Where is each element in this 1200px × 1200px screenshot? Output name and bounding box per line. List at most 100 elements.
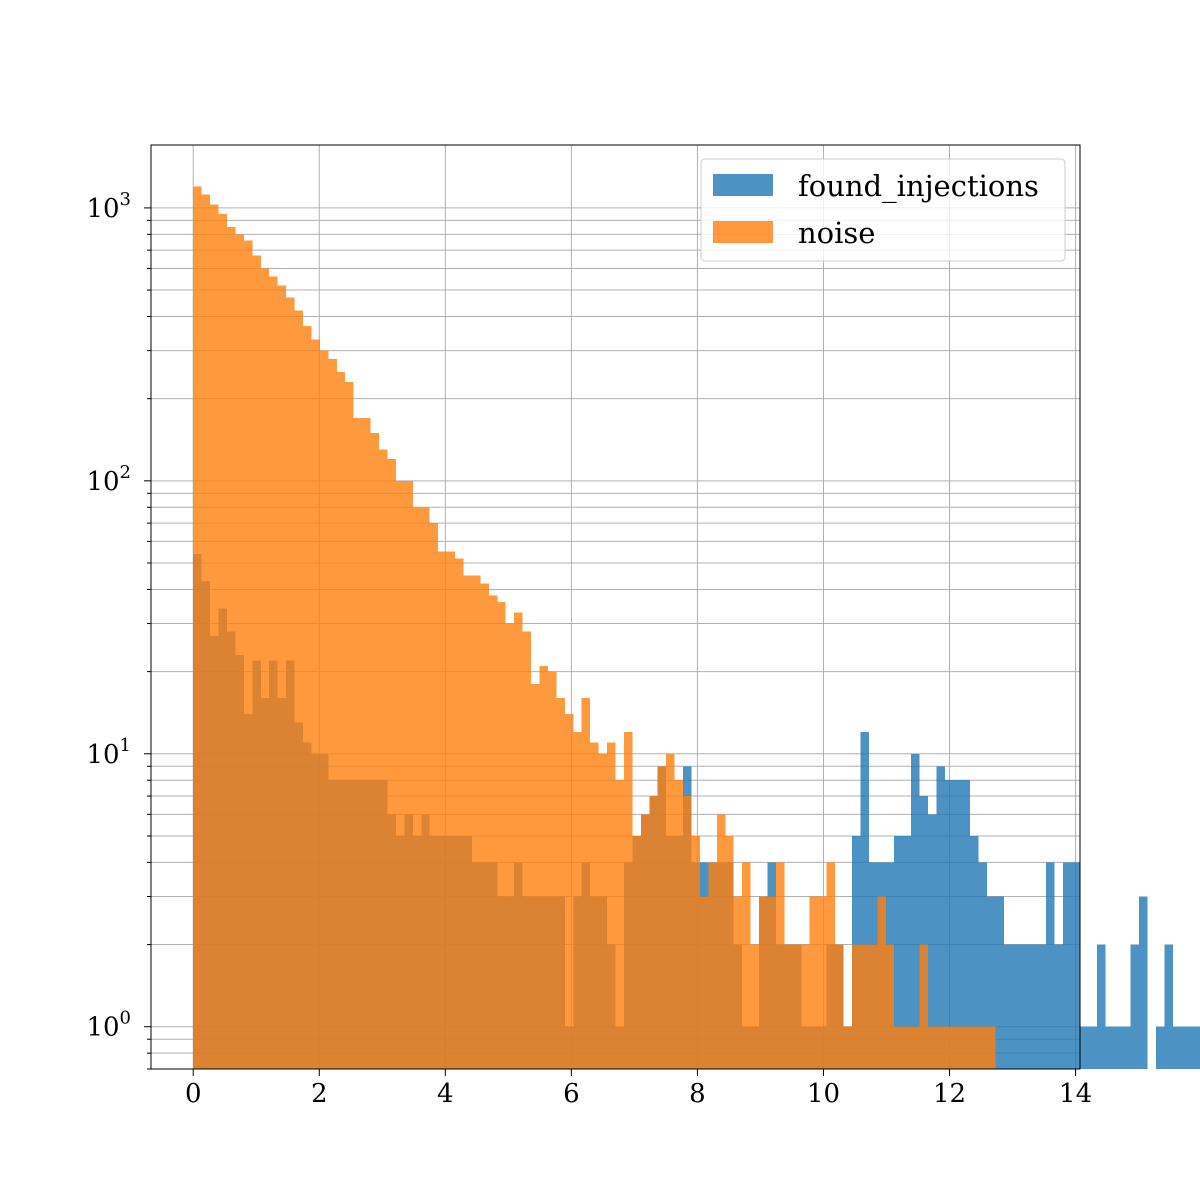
histogram-bar — [463, 575, 472, 1069]
histogram-bar — [277, 285, 287, 1070]
histogram-bar — [573, 732, 582, 1069]
histogram-bar — [995, 896, 1004, 1069]
series-noise — [193, 186, 996, 1070]
histogram-bar — [1003, 944, 1013, 1069]
histogram-bar — [412, 507, 422, 1069]
legend: found_injections noise — [700, 158, 1066, 262]
legend-label-found-injections: found_injections — [798, 169, 1039, 204]
histogram-bar — [218, 213, 228, 1070]
histogram-bar — [303, 325, 312, 1069]
histogram-bar — [480, 583, 489, 1069]
histogram-bar — [902, 1026, 912, 1069]
histogram-bar — [539, 665, 548, 1069]
histogram-bar — [877, 896, 886, 1069]
histogram-bar — [632, 835, 641, 1069]
histogram-bar — [919, 796, 928, 1069]
histogram-bar — [201, 194, 211, 1070]
histogram-bar — [927, 814, 937, 1069]
y-tick-label: 102 — [86, 462, 131, 497]
histogram-bar — [505, 623, 515, 1069]
histogram-bar — [953, 1026, 962, 1069]
y-tick-label: 100 — [86, 1008, 131, 1043]
x-tick-label: 8 — [689, 1079, 706, 1109]
histogram-bar — [1029, 944, 1038, 1069]
x-tick-label: 2 — [311, 1079, 328, 1109]
histogram-bar — [927, 1026, 937, 1069]
histogram-bar — [1054, 944, 1064, 1069]
x-tick-label: 6 — [563, 1079, 580, 1109]
plot-area-frame — [150, 144, 1081, 1070]
histogram-bar — [911, 753, 920, 1069]
histogram-bar — [1012, 944, 1021, 1069]
histogram-bar — [269, 276, 278, 1069]
histogram-bars — [193, 186, 1200, 1070]
y-tick-label-base: 10 — [86, 194, 119, 224]
histogram-bar — [784, 944, 793, 1069]
histogram-bar — [514, 612, 523, 1069]
histogram-bar — [556, 698, 565, 1069]
histogram-bar — [860, 732, 869, 1069]
histogram-bar — [429, 523, 439, 1069]
histogram-bar — [1172, 1026, 1182, 1069]
y-tick-label-base: 10 — [86, 740, 119, 770]
histogram-bar — [640, 814, 650, 1069]
histogram-bar — [801, 944, 810, 1069]
histogram-bar — [1037, 944, 1047, 1069]
y-tick-label-base: 10 — [86, 1013, 119, 1043]
histogram-bar — [1105, 1026, 1114, 1069]
x-tick-label: 14 — [1059, 1079, 1092, 1109]
histogram-bar — [547, 671, 557, 1069]
histogram-bar — [894, 1026, 903, 1069]
histogram-bar — [235, 234, 244, 1069]
histogram-bar — [936, 766, 945, 1069]
histogram-bar — [1130, 944, 1140, 1069]
histogram-bar — [818, 896, 827, 1069]
y-tick-label-exponent: 2 — [120, 462, 131, 483]
histogram-bar — [944, 1026, 954, 1069]
histogram-bar — [243, 240, 253, 1070]
histogram-bar — [851, 944, 861, 1069]
histogram-bar — [1071, 862, 1080, 1069]
histogram-bar — [471, 575, 481, 1069]
histogram-bar — [970, 835, 979, 1069]
histogram-bar — [868, 944, 878, 1069]
histogram-bar — [826, 862, 836, 1069]
histogram-bar — [1164, 944, 1173, 1069]
legend-label-noise: noise — [798, 216, 875, 250]
histogram-bar — [446, 551, 456, 1069]
histogram-bar — [961, 780, 971, 1069]
histogram-bar — [227, 227, 236, 1069]
histogram-bar — [978, 1026, 988, 1069]
legend-swatch-found-injections — [713, 174, 773, 196]
histogram-bar — [759, 896, 768, 1069]
histogram-bar — [1139, 896, 1148, 1069]
histogram-bar — [725, 835, 734, 1069]
histogram-bar — [311, 339, 320, 1069]
histogram-bar — [970, 1026, 979, 1069]
histogram-bar — [1020, 944, 1030, 1069]
histogram-bar — [455, 558, 464, 1069]
histogram-bar — [691, 835, 700, 1069]
histogram-bar — [809, 896, 819, 1069]
histogram-bar — [936, 1026, 945, 1069]
histogram-bar — [987, 1026, 996, 1069]
y-tick-label: 103 — [86, 189, 131, 224]
y-tick-label-exponent: 0 — [120, 1008, 131, 1029]
histogram-bar — [674, 780, 684, 1069]
histogram-bar — [978, 862, 988, 1069]
histogram-bar — [581, 698, 591, 1069]
histogram-bar — [699, 896, 709, 1069]
histogram-bar — [987, 896, 996, 1069]
histogram-bar — [395, 480, 405, 1069]
histogram-bar — [193, 186, 202, 1069]
histogram-bar — [615, 780, 624, 1069]
histogram-bar — [252, 255, 261, 1070]
histogram-bar — [497, 601, 506, 1069]
histogram-bar — [944, 780, 954, 1069]
histogram-bar — [683, 796, 692, 1069]
histogram-bar — [623, 732, 633, 1069]
histogram-bar — [286, 297, 295, 1069]
histogram-bar — [421, 507, 430, 1069]
